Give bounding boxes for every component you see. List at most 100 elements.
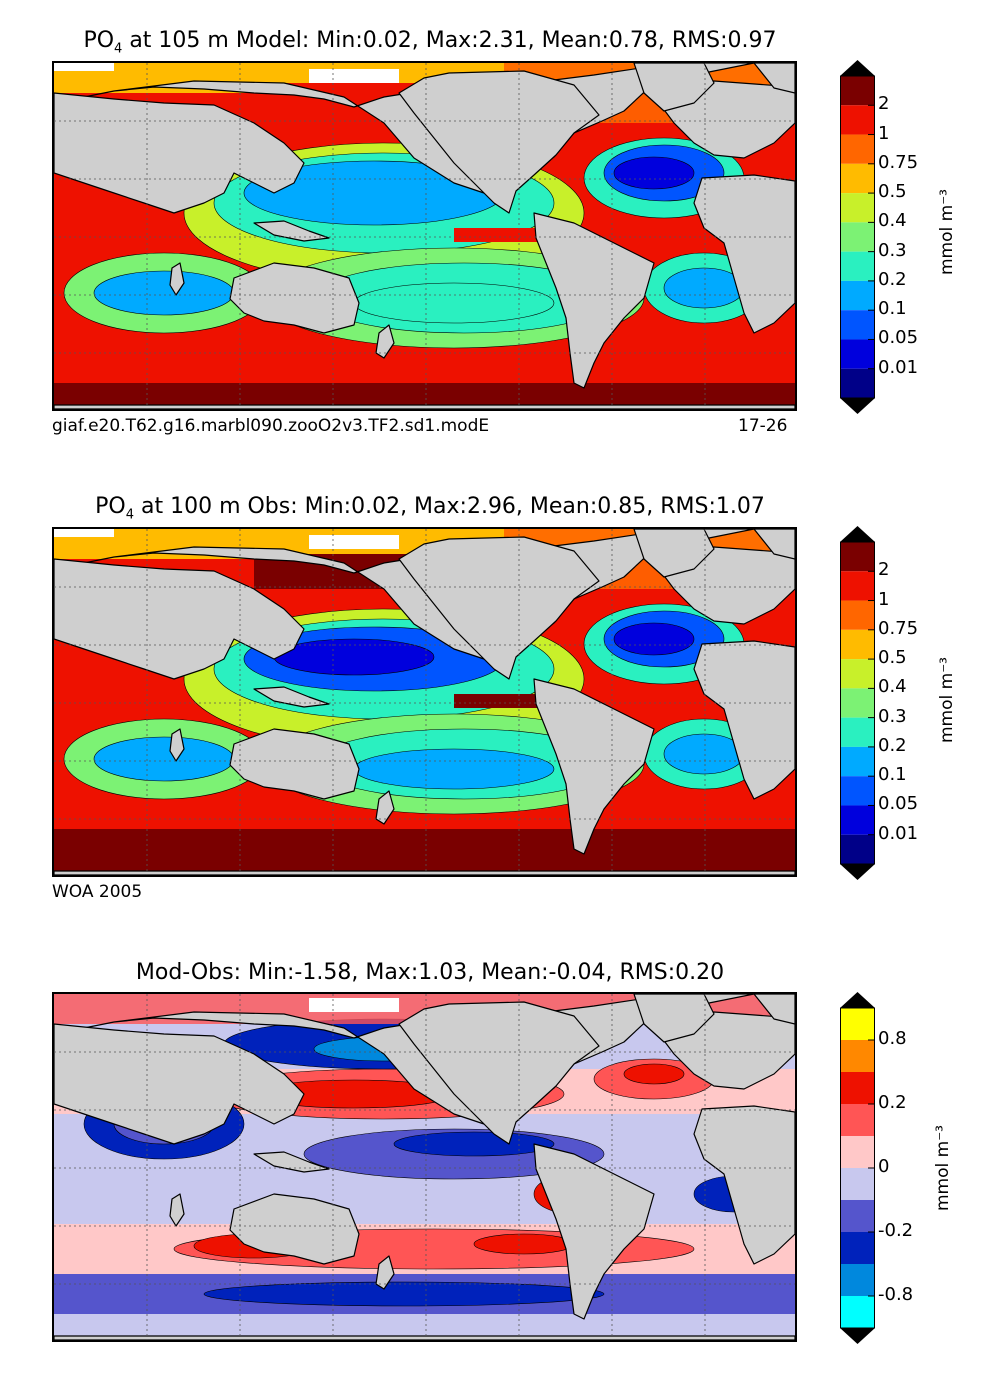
colorbar-model: [840, 60, 875, 414]
continents: [54, 994, 795, 1340]
colorbar-swatch: [840, 222, 875, 252]
colorbar-tick-label: 2: [878, 559, 890, 581]
colorbar-tick-label: 0.3: [878, 705, 907, 727]
colorbar-swatch: [840, 600, 875, 630]
colorbar-difference: [840, 992, 875, 1344]
colorbar-swatch: [840, 1008, 875, 1040]
map-model: [52, 61, 797, 411]
colorbar-tick-label: 0.2: [878, 1092, 907, 1113]
contour-region: [613, 622, 695, 656]
title-text: at 105 m Model: Min:0.02, Max:2.31, Mean…: [122, 28, 777, 53]
colorbar-tick-label: -0.2: [878, 1220, 914, 1241]
map-gridlines: [54, 994, 795, 1340]
colorbar-tick-label: 0.05: [878, 793, 919, 815]
colorbar-unit-model: mmol m⁻³: [937, 189, 957, 275]
colorbar-tick-label: 0.4: [878, 210, 907, 232]
colorbar-tick-label: 0.75: [878, 617, 919, 639]
land-africa: [693, 1105, 795, 1265]
colorbar-tick-label: 0.4: [878, 676, 907, 698]
colorbar-swatch: [840, 1072, 875, 1104]
colorbar-swatch: [840, 1296, 875, 1328]
colorbar-extend-max: [840, 60, 875, 76]
land-madagascar: [169, 728, 185, 762]
colorbar-swatch: [840, 542, 875, 572]
land-namerica2: [398, 536, 600, 680]
colorbar-swatch: [840, 688, 875, 718]
land-indonesia: [253, 1151, 330, 1173]
colorbar-swatch: [840, 339, 875, 369]
colorbar-tick-label: 0.3: [878, 239, 907, 261]
colorbar-swatch: [840, 193, 875, 223]
land-newzealand: [375, 324, 395, 359]
colorbar-tick-label: 0.5: [878, 181, 907, 203]
title-prefix: PO: [83, 28, 115, 53]
colorbar-swatch: [840, 368, 875, 398]
land-asiaRight: [753, 63, 795, 94]
colorbar-frame: [840, 75, 875, 399]
title-subscript: 4: [125, 507, 134, 523]
contour-region: [93, 736, 235, 782]
colorbar-extend-min: [840, 864, 875, 880]
land-asia: [54, 558, 305, 680]
colorbar-tick-label: 0.01: [878, 822, 919, 844]
title-subscript: 4: [114, 41, 123, 57]
contour-region: [663, 733, 745, 775]
land-asiaRight: [753, 529, 795, 560]
colorbar-swatch: [840, 571, 875, 601]
land-antarctica: [54, 870, 795, 875]
colorbar-tick-label: 1: [878, 588, 890, 610]
colorbar-extend-min: [840, 1328, 875, 1344]
map-difference-svg: [54, 994, 795, 1340]
colorbar-extend-max: [840, 992, 875, 1008]
map-model-svg: [54, 63, 795, 409]
colorbar-swatch: [840, 746, 875, 777]
land-greenland: [633, 63, 715, 112]
title-text: at 100 m Obs: Min:0.02, Max:2.96, Mean:0…: [133, 494, 765, 519]
colorbar-swatch: [840, 834, 875, 864]
land-antarctica: [54, 1335, 795, 1340]
colorbar-difference-svg: [840, 992, 875, 1344]
continents: [54, 63, 795, 409]
colorbar-swatch: [840, 1200, 875, 1232]
panel-title-obs: PO4 at 100 m Obs: Min:0.02, Max:2.96, Me…: [0, 494, 860, 522]
colorbar-swatch: [840, 717, 875, 747]
colorbar-swatch: [840, 805, 875, 835]
contour-region: [353, 282, 555, 324]
land-indonesia: [253, 686, 330, 708]
contour-region: [623, 1063, 685, 1085]
colorbar-unit-difference: mmol m⁻³: [933, 1125, 953, 1211]
land-greenland: [633, 529, 715, 578]
land-asiaRight: [753, 994, 795, 1025]
colorbar-swatch: [840, 629, 875, 660]
land-australia: [229, 262, 360, 334]
contour-region: [273, 638, 435, 676]
colorbar-swatch: [840, 1264, 875, 1296]
colorbar-swatch: [840, 280, 875, 311]
land-madagascar: [169, 1193, 185, 1227]
title-text: Mod-Obs: Min:-1.58, Max:1.03, Mean:-0.04…: [135, 960, 725, 985]
colorbar-tick-label: 0.8: [878, 1028, 907, 1049]
contour-region: [203, 1281, 605, 1307]
colorbar-swatch: [840, 776, 875, 806]
colorbar-tick-label: 0: [878, 1156, 890, 1177]
map-gridlines: [54, 529, 795, 875]
land-southAmerica: [533, 212, 655, 389]
colorbar-model-svg: [840, 60, 875, 414]
contour-region: [613, 156, 695, 190]
colorbar-unit-obs: mmol m⁻³: [937, 657, 957, 743]
continents: [54, 529, 795, 875]
contour-region: [473, 1233, 575, 1255]
colorbar-swatch: [840, 163, 875, 194]
colorbar-tick-label: 2: [878, 93, 890, 115]
land-africa: [693, 640, 795, 800]
title-prefix: PO: [95, 494, 126, 519]
colorbar-tick-label: 0.5: [878, 647, 907, 669]
colorbar-tick-label: 0.01: [878, 356, 919, 378]
land-newzealand: [375, 790, 395, 825]
colorbar-obs: [840, 526, 875, 880]
colorbar-swatch: [840, 134, 875, 164]
land-namerica2: [398, 1001, 600, 1145]
land-australia: [229, 728, 360, 800]
land-asia: [54, 92, 305, 214]
colorbar-swatch: [840, 1136, 875, 1168]
